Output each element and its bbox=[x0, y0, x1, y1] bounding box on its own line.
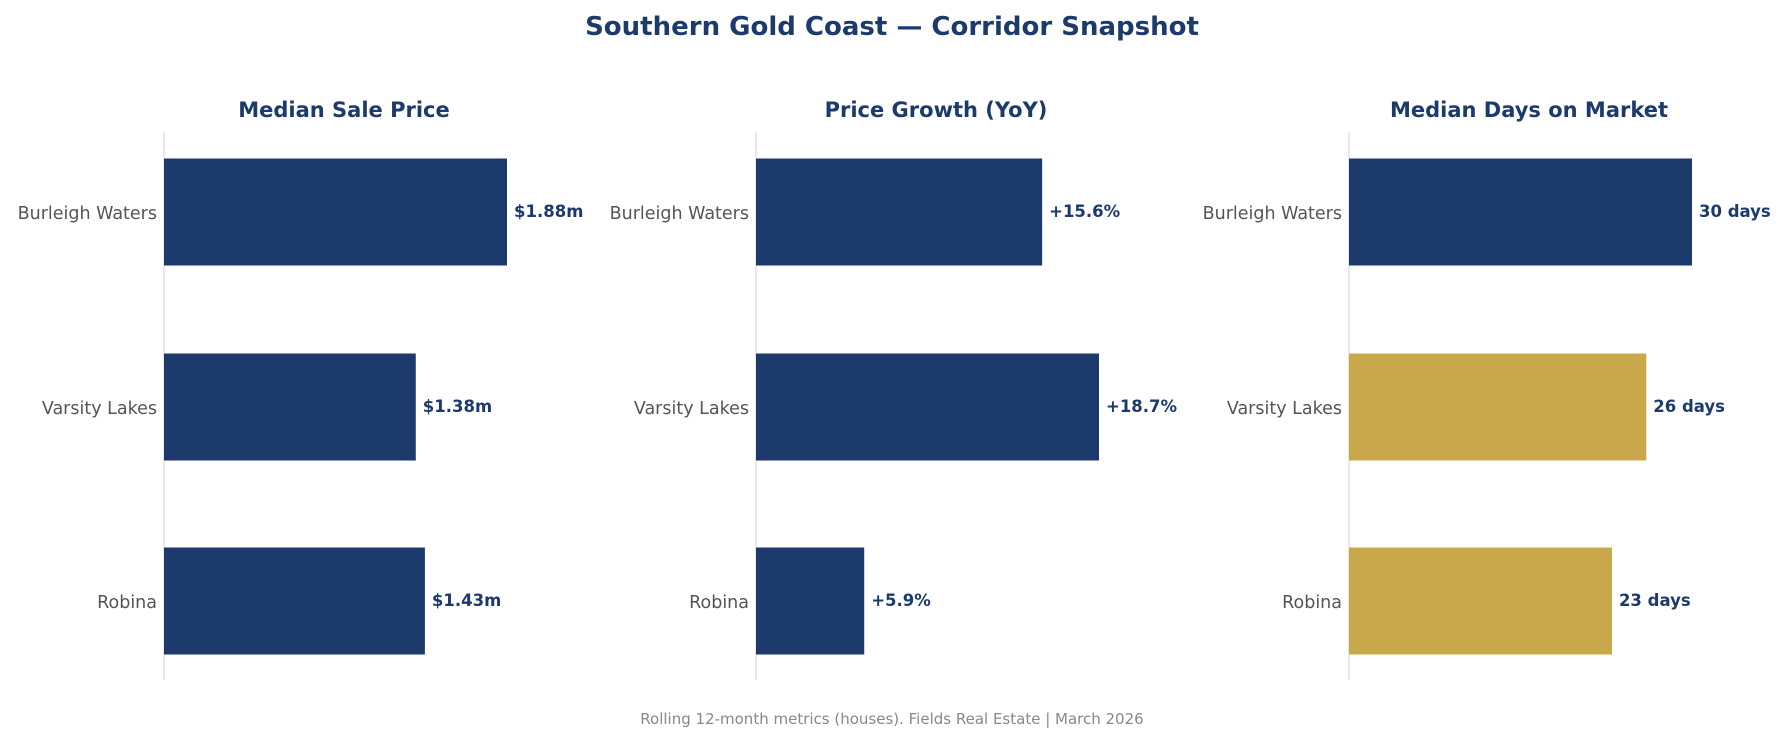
category-label: Robina bbox=[1282, 593, 1342, 613]
data-label: $1.43m bbox=[432, 591, 501, 610]
bar bbox=[164, 158, 507, 266]
panel-title: Median Days on Market bbox=[1390, 98, 1668, 122]
panel-title: Median Sale Price bbox=[238, 98, 450, 122]
data-label: $1.38m bbox=[423, 397, 492, 416]
bar bbox=[164, 547, 425, 655]
data-label: 23 days bbox=[1619, 591, 1691, 610]
bar bbox=[164, 353, 416, 461]
footer-note: Rolling 12-month metrics (houses). Field… bbox=[640, 710, 1143, 728]
category-label: Varsity Lakes bbox=[42, 399, 157, 419]
category-label: Robina bbox=[97, 593, 157, 613]
panel-title: Price Growth (YoY) bbox=[825, 98, 1048, 122]
category-label: Varsity Lakes bbox=[1227, 399, 1342, 419]
category-label: Burleigh Waters bbox=[1203, 204, 1342, 224]
bar bbox=[756, 547, 865, 655]
bar bbox=[1349, 158, 1692, 266]
data-label: $1.88m bbox=[514, 202, 583, 221]
data-label: +18.7% bbox=[1106, 397, 1178, 416]
data-label: 26 days bbox=[1653, 397, 1725, 416]
category-label: Varsity Lakes bbox=[634, 399, 749, 419]
data-label: +5.9% bbox=[871, 591, 931, 610]
figure-title: Southern Gold Coast — Corridor Snapshot bbox=[585, 12, 1199, 42]
bar bbox=[1349, 353, 1647, 461]
bar bbox=[756, 353, 1099, 461]
category-label: Burleigh Waters bbox=[610, 204, 749, 224]
category-label: Burleigh Waters bbox=[18, 204, 157, 224]
data-label: +15.6% bbox=[1049, 202, 1121, 221]
data-label: 30 days bbox=[1699, 202, 1771, 221]
bar bbox=[1349, 547, 1612, 655]
bar bbox=[756, 158, 1043, 266]
category-label: Robina bbox=[689, 593, 749, 613]
